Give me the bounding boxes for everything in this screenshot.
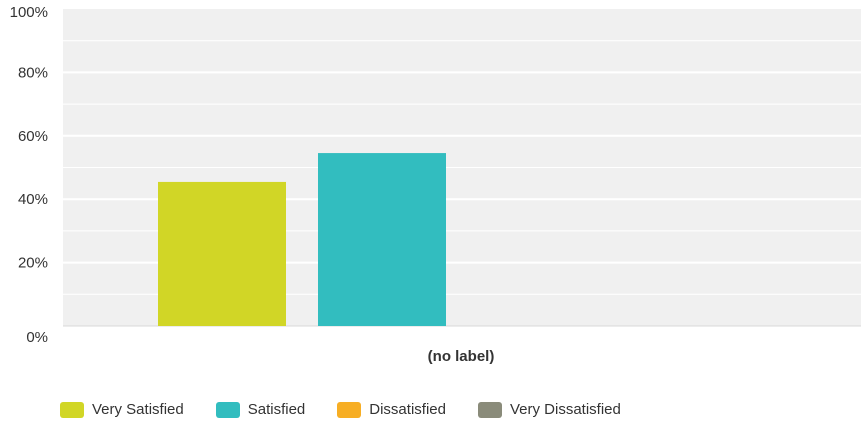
legend-label-dissatisfied: Dissatisfied <box>369 401 446 418</box>
bar-satisfied[interactable] <box>318 153 446 326</box>
legend-item-very-satisfied[interactable]: Very Satisfied <box>60 401 184 418</box>
legend-swatch-dissatisfied <box>337 401 362 418</box>
legend-item-satisfied[interactable]: Satisfied <box>215 401 306 418</box>
y-tick-label: 60% <box>18 128 48 145</box>
legend-label-very-dissatisfied: Very Dissatisfied <box>509 401 621 418</box>
legend-label-satisfied: Satisfied <box>247 401 306 418</box>
legend-swatch-very-satisfied <box>60 401 84 418</box>
legend: Very Satisfied Satisfied Dissatisfied Ve… <box>60 401 653 418</box>
legend-item-dissatisfied[interactable]: Dissatisfied <box>337 401 446 418</box>
legend-label-very-satisfied: Very Satisfied <box>92 401 184 418</box>
legend-swatch-very-dissatisfied <box>477 401 502 418</box>
x-axis-category-labels: (no label) <box>428 348 495 365</box>
legend-item-very-dissatisfied[interactable]: Very Dissatisfied <box>477 401 621 418</box>
y-tick-label: 100% <box>10 4 48 21</box>
bars <box>158 153 446 326</box>
x-category-label: (no label) <box>428 348 495 365</box>
legend-swatch-satisfied <box>215 401 240 418</box>
bar-very-satisfied[interactable] <box>158 181 286 326</box>
y-tick-label: 80% <box>18 64 48 81</box>
y-tick-label: 20% <box>18 255 48 272</box>
y-tick-label: 0% <box>26 329 48 346</box>
y-tick-label: 40% <box>18 191 48 208</box>
y-axis-tick-labels: 0% 20% 40% 60% 80% 100% <box>10 4 48 346</box>
